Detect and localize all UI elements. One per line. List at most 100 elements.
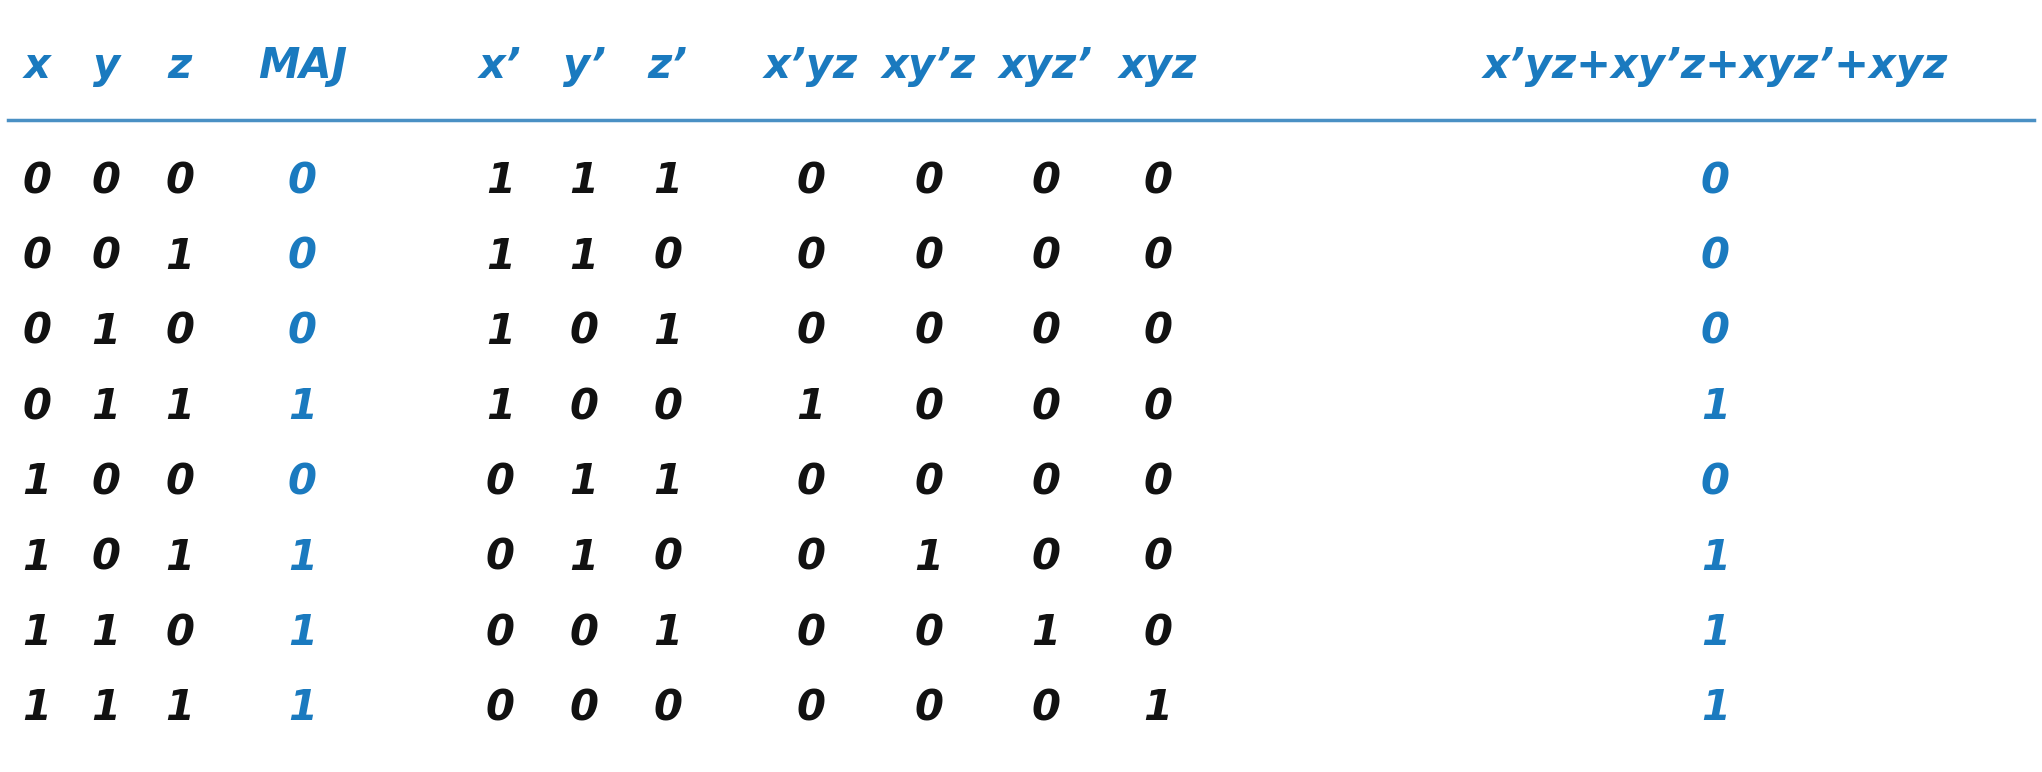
Text: 0: 0 (570, 386, 598, 428)
Text: 0: 0 (1144, 386, 1172, 428)
Text: 1: 1 (1701, 612, 1730, 654)
Text: 0: 0 (796, 537, 825, 579)
Text: x’yz: x’yz (764, 45, 858, 86)
Text: 0: 0 (915, 687, 943, 730)
Text: 0: 0 (486, 612, 515, 654)
Text: 0: 0 (915, 386, 943, 428)
Text: 1: 1 (1701, 537, 1730, 579)
Text: 0: 0 (22, 386, 51, 428)
Text: 0: 0 (796, 311, 825, 353)
Text: 1: 1 (796, 386, 825, 428)
Text: x’: x’ (480, 45, 521, 86)
Text: x: x (22, 45, 51, 86)
Text: y’: y’ (562, 45, 606, 86)
Text: 0: 0 (1144, 235, 1172, 278)
Text: 1: 1 (22, 462, 51, 503)
Text: 1: 1 (653, 462, 682, 503)
Text: 1: 1 (92, 612, 120, 654)
Text: 0: 0 (1031, 462, 1060, 503)
Text: 0: 0 (486, 462, 515, 503)
Text: 1: 1 (92, 311, 120, 353)
Text: 1: 1 (1031, 612, 1060, 654)
Text: 1: 1 (570, 235, 598, 278)
Text: 1: 1 (165, 687, 194, 730)
Text: 0: 0 (22, 311, 51, 353)
Text: 0: 0 (570, 687, 598, 730)
Text: 0: 0 (92, 235, 120, 278)
Text: 1: 1 (288, 386, 317, 428)
Text: 0: 0 (288, 161, 317, 202)
Text: 0: 0 (1144, 311, 1172, 353)
Text: 1: 1 (92, 386, 120, 428)
Text: y: y (92, 45, 120, 86)
Text: 1: 1 (22, 612, 51, 654)
Text: 0: 0 (165, 612, 194, 654)
Text: z: z (167, 45, 192, 86)
Text: 0: 0 (1701, 161, 1730, 202)
Text: 1: 1 (653, 612, 682, 654)
Text: 0: 0 (165, 311, 194, 353)
Text: 0: 0 (653, 687, 682, 730)
Text: 0: 0 (1031, 311, 1060, 353)
Text: 1: 1 (22, 537, 51, 579)
Text: 0: 0 (570, 612, 598, 654)
Text: 1: 1 (165, 235, 194, 278)
Text: 0: 0 (288, 311, 317, 353)
Text: 0: 0 (1031, 386, 1060, 428)
Text: x’yz+xy’z+xyz’+xyz: x’yz+xy’z+xyz’+xyz (1482, 45, 1948, 86)
Text: 1: 1 (570, 462, 598, 503)
Text: 1: 1 (570, 161, 598, 202)
Text: 1: 1 (1701, 687, 1730, 730)
Text: 1: 1 (165, 386, 194, 428)
Text: 0: 0 (653, 537, 682, 579)
Text: 0: 0 (653, 235, 682, 278)
Text: 0: 0 (1701, 462, 1730, 503)
Text: 0: 0 (915, 161, 943, 202)
Text: 1: 1 (288, 687, 317, 730)
Text: 0: 0 (1144, 161, 1172, 202)
Text: 1: 1 (915, 537, 943, 579)
Text: 0: 0 (915, 612, 943, 654)
Text: 0: 0 (1031, 537, 1060, 579)
Text: 0: 0 (796, 235, 825, 278)
Text: 0: 0 (570, 311, 598, 353)
Text: 0: 0 (796, 612, 825, 654)
Text: 1: 1 (288, 612, 317, 654)
Text: 1: 1 (486, 235, 515, 278)
Text: 1: 1 (92, 687, 120, 730)
Text: 0: 0 (1701, 311, 1730, 353)
Text: 0: 0 (796, 161, 825, 202)
Text: 0: 0 (915, 462, 943, 503)
Text: 1: 1 (1144, 687, 1172, 730)
Text: 1: 1 (288, 537, 317, 579)
Text: 0: 0 (796, 462, 825, 503)
Text: 0: 0 (22, 161, 51, 202)
Text: 1: 1 (486, 311, 515, 353)
Text: 0: 0 (165, 462, 194, 503)
Text: 1: 1 (165, 537, 194, 579)
Text: 0: 0 (653, 386, 682, 428)
Text: 0: 0 (92, 161, 120, 202)
Text: 1: 1 (1701, 386, 1730, 428)
Text: 0: 0 (486, 537, 515, 579)
Text: 0: 0 (1031, 161, 1060, 202)
Text: 0: 0 (1031, 235, 1060, 278)
Text: 0: 0 (915, 235, 943, 278)
Text: 1: 1 (486, 386, 515, 428)
Text: 0: 0 (915, 311, 943, 353)
Text: 1: 1 (486, 161, 515, 202)
Text: 0: 0 (1031, 687, 1060, 730)
Text: 0: 0 (92, 537, 120, 579)
Text: xy’z: xy’z (882, 45, 976, 86)
Text: z’: z’ (647, 45, 688, 86)
Text: 0: 0 (22, 235, 51, 278)
Text: 0: 0 (92, 462, 120, 503)
Text: 0: 0 (486, 687, 515, 730)
Text: 0: 0 (1144, 462, 1172, 503)
Text: xyz’: xyz’ (999, 45, 1092, 86)
Text: 0: 0 (165, 161, 194, 202)
Text: 1: 1 (653, 161, 682, 202)
Text: 1: 1 (22, 687, 51, 730)
Text: 0: 0 (288, 462, 317, 503)
Text: 0: 0 (288, 235, 317, 278)
